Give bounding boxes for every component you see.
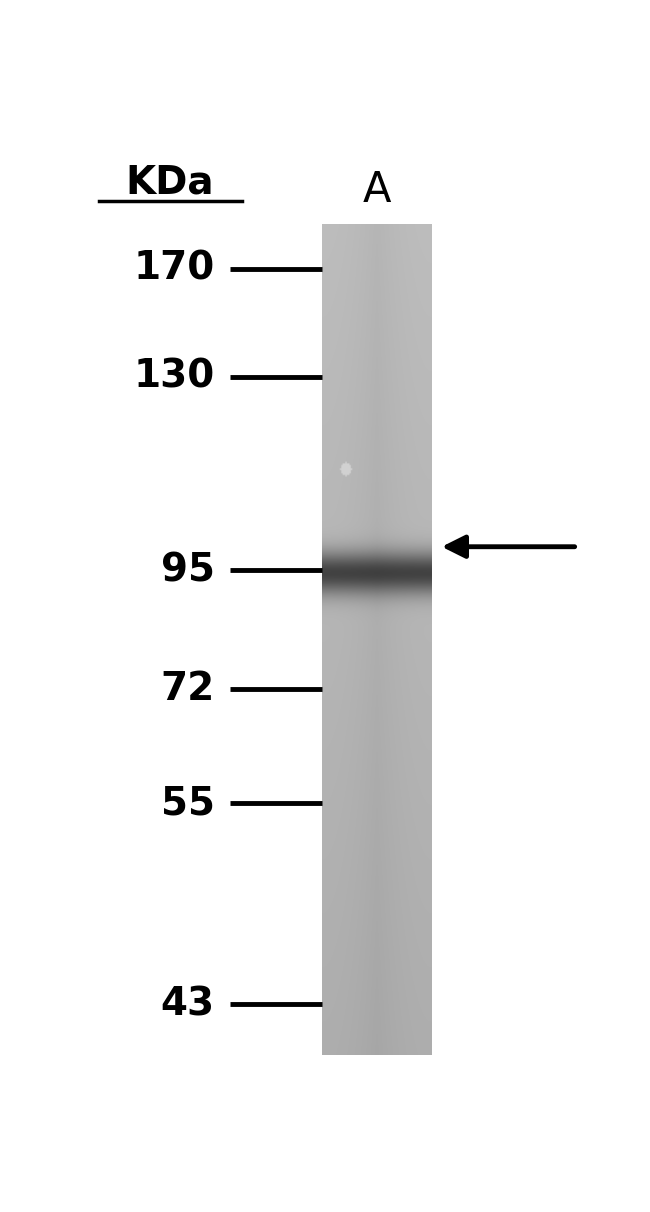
Text: A: A	[363, 170, 391, 211]
Text: 130: 130	[133, 358, 214, 396]
Text: 55: 55	[161, 784, 215, 823]
Text: 43: 43	[161, 985, 215, 1023]
Text: 95: 95	[161, 551, 215, 589]
Text: 72: 72	[161, 669, 215, 708]
Text: KDa: KDa	[125, 164, 214, 201]
Text: 170: 170	[133, 250, 214, 287]
